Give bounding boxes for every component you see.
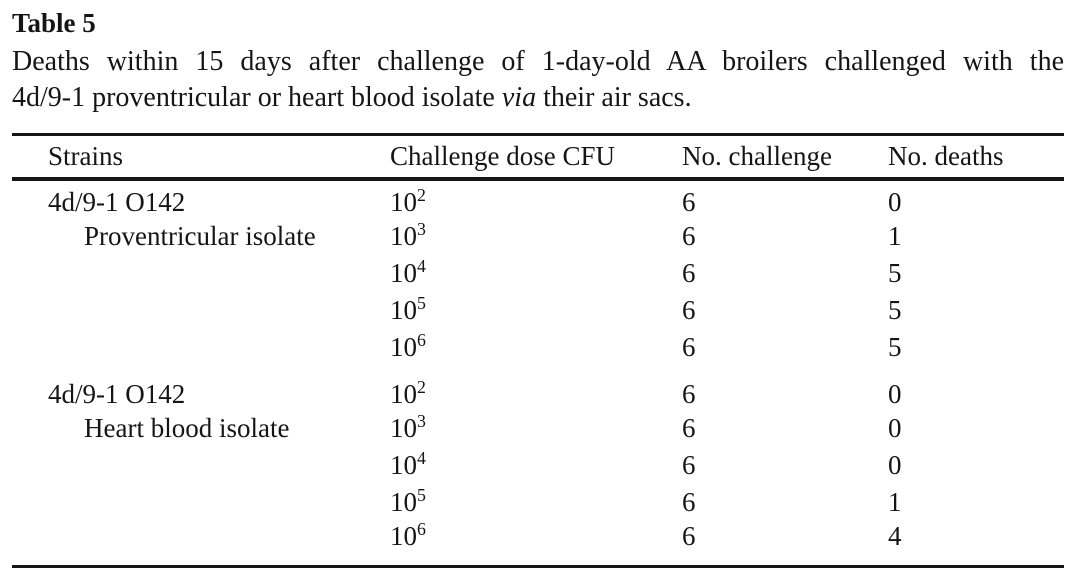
table-row: 104 6 0 xyxy=(12,447,1064,484)
table-row: 4d/9-1 O142 102 6 0 xyxy=(12,179,1064,218)
dose-cell: 102 xyxy=(390,366,682,410)
strain-cell xyxy=(12,292,390,329)
table-row: 105 6 5 xyxy=(12,292,1064,329)
col-header-challenge: No. challenge xyxy=(682,134,888,181)
challenge-count-cell: 6 xyxy=(682,412,696,443)
strain-cell xyxy=(12,447,390,484)
dose-base: 10 xyxy=(390,449,417,480)
dose-exponent: 4 xyxy=(417,255,426,276)
dose-base: 10 xyxy=(390,378,417,409)
deaths-cell: 0 xyxy=(888,186,902,217)
dose-cell: 103 xyxy=(390,410,682,447)
challenge-count-cell: 6 xyxy=(682,486,696,517)
dose-cell: 106 xyxy=(390,329,682,366)
table-row: Proventricular isolate 103 6 1 xyxy=(12,218,1064,255)
header-row: Strains Challenge dose CFU No. challenge… xyxy=(12,134,1064,181)
challenge-count-cell: 6 xyxy=(682,331,696,362)
challenge-count-cell: 6 xyxy=(682,520,696,551)
col-header-deaths: No. deaths xyxy=(888,134,1064,181)
dose-base: 10 xyxy=(390,486,417,517)
results-table: Strains Challenge dose CFU No. challenge… xyxy=(12,133,1064,568)
challenge-count-cell: 6 xyxy=(682,186,696,217)
challenge-count-cell: 6 xyxy=(682,220,696,251)
table-caption: Deaths within 15 days after challenge of… xyxy=(12,44,1064,116)
table-row: 4d/9-1 O142 102 6 0 xyxy=(12,366,1064,410)
deaths-cell: 1 xyxy=(888,486,902,517)
dose-base: 10 xyxy=(390,294,417,325)
strain-cell xyxy=(12,484,390,521)
deaths-cell: 4 xyxy=(888,520,902,551)
dose-exponent: 3 xyxy=(417,218,426,239)
dose-cell: 105 xyxy=(390,292,682,329)
table-row: 106 6 5 xyxy=(12,329,1064,366)
dose-cell: 102 xyxy=(390,179,682,218)
deaths-cell: 5 xyxy=(888,257,902,288)
strain-cell: 4d/9-1 O142 xyxy=(48,378,186,409)
dose-exponent: 4 xyxy=(417,447,426,468)
strain-cell xyxy=(12,521,390,567)
col-header-dose: Challenge dose CFU xyxy=(390,134,682,181)
deaths-cell: 0 xyxy=(888,378,902,409)
challenge-count-cell: 6 xyxy=(682,449,696,480)
strain-cell xyxy=(12,329,390,366)
challenge-count-cell: 6 xyxy=(682,378,696,409)
strain-cell: 4d/9-1 O142 xyxy=(48,186,186,217)
caption-line-2: 4d/9-1 proventricular or heart blood iso… xyxy=(12,80,1064,116)
strain-cell xyxy=(12,255,390,292)
dose-base: 10 xyxy=(390,220,417,251)
dose-base: 10 xyxy=(390,331,417,362)
table-row: 104 6 5 xyxy=(12,255,1064,292)
deaths-cell: 5 xyxy=(888,331,902,362)
challenge-count-cell: 6 xyxy=(682,257,696,288)
dose-exponent: 6 xyxy=(417,518,426,539)
caption-line-2-text: 4d/9-1 proventricular or heart blood iso… xyxy=(12,82,502,113)
challenge-count-cell: 6 xyxy=(682,294,696,325)
caption-line-2-tail: their air sacs. xyxy=(536,82,692,113)
caption-line-1: Deaths within 15 days after challenge of… xyxy=(12,46,1064,77)
deaths-cell: 0 xyxy=(888,449,902,480)
table-body: 4d/9-1 O142 102 6 0 Proventricular isola… xyxy=(12,179,1064,567)
dose-exponent: 5 xyxy=(417,292,426,313)
table-header: Strains Challenge dose CFU No. challenge… xyxy=(12,134,1064,181)
dose-base: 10 xyxy=(390,520,417,551)
dose-cell: 104 xyxy=(390,447,682,484)
isolate-cell: Heart blood isolate xyxy=(84,412,290,443)
dose-cell: 106 xyxy=(390,518,682,567)
dose-exponent: 6 xyxy=(417,329,426,350)
dose-exponent: 3 xyxy=(417,410,426,431)
dose-base: 10 xyxy=(390,186,417,217)
dose-base: 10 xyxy=(390,257,417,288)
deaths-cell: 5 xyxy=(888,294,902,325)
table-row: 105 6 1 xyxy=(12,484,1064,521)
dose-exponent: 5 xyxy=(417,484,426,505)
col-header-strains: Strains xyxy=(12,134,390,181)
isolate-cell: Proventricular isolate xyxy=(84,220,316,251)
caption-via-italic: via xyxy=(501,82,537,113)
deaths-cell: 0 xyxy=(888,412,902,443)
table-row: Heart blood isolate 103 6 0 xyxy=(12,410,1064,447)
dose-cell: 104 xyxy=(390,255,682,292)
dose-exponent: 2 xyxy=(417,184,426,205)
dose-base: 10 xyxy=(390,412,417,443)
dose-cell: 103 xyxy=(390,218,682,255)
table-row: 106 6 4 xyxy=(12,518,1064,567)
table-label: Table 5 xyxy=(12,8,96,38)
dose-cell: 105 xyxy=(390,484,682,521)
deaths-cell: 1 xyxy=(888,220,902,251)
dose-exponent: 2 xyxy=(417,376,426,397)
